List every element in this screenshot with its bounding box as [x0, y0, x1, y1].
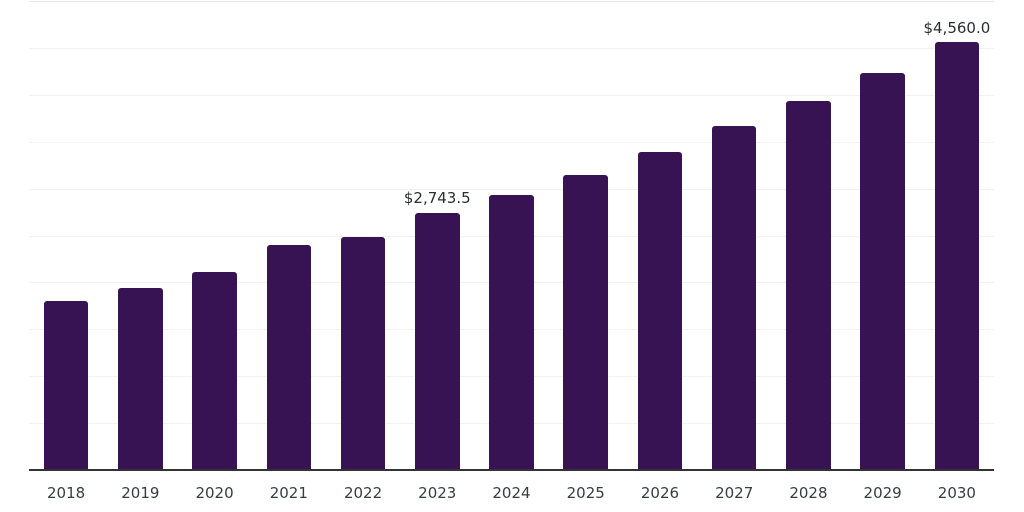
bar-2020[interactable] [192, 272, 237, 470]
bar-2025[interactable] [563, 174, 608, 470]
x-axis-label-2021: 2021 [269, 484, 308, 502]
bar-2027[interactable] [711, 126, 757, 470]
gridline [29, 94, 994, 96]
bar-2026[interactable] [637, 152, 683, 470]
bar-2023[interactable] [415, 212, 460, 470]
bar-2021[interactable] [266, 244, 312, 470]
gridline [29, 1, 994, 2]
x-axis-label-2027: 2027 [715, 484, 754, 502]
x-axis-line [29, 469, 994, 471]
plot-area: $2,743.5 $4,560.0 [29, 1, 994, 470]
bar-2022[interactable] [340, 237, 386, 470]
x-axis-label-2023: 2023 [418, 484, 457, 502]
bar-2019[interactable] [118, 288, 163, 470]
x-axis-label-2018: 2018 [47, 484, 86, 502]
bar-value-label: $4,560.0 [923, 18, 991, 37]
x-axis-label-2024: 2024 [492, 484, 531, 502]
gridline [29, 141, 994, 143]
x-axis-label-2030: 2030 [937, 484, 976, 502]
x-axis-label-2019: 2019 [121, 484, 160, 502]
x-axis-label-2020: 2020 [195, 484, 234, 502]
x-axis-label-2022: 2022 [343, 484, 383, 502]
bar-value-label: $2,743.5 [403, 189, 471, 208]
x-axis-label-2028: 2028 [789, 484, 828, 502]
gridline [29, 47, 994, 49]
bar-2029[interactable] [860, 72, 905, 470]
x-axis-label-2029: 2029 [863, 484, 902, 502]
bar-2028[interactable] [786, 100, 831, 470]
bar-2024[interactable] [489, 195, 534, 470]
x-axis-label-2025: 2025 [566, 484, 605, 502]
x-axis-label-2026: 2026 [640, 484, 680, 502]
gridline [29, 188, 994, 190]
bar-2030[interactable] [934, 42, 980, 470]
bar-2018[interactable] [43, 301, 89, 470]
